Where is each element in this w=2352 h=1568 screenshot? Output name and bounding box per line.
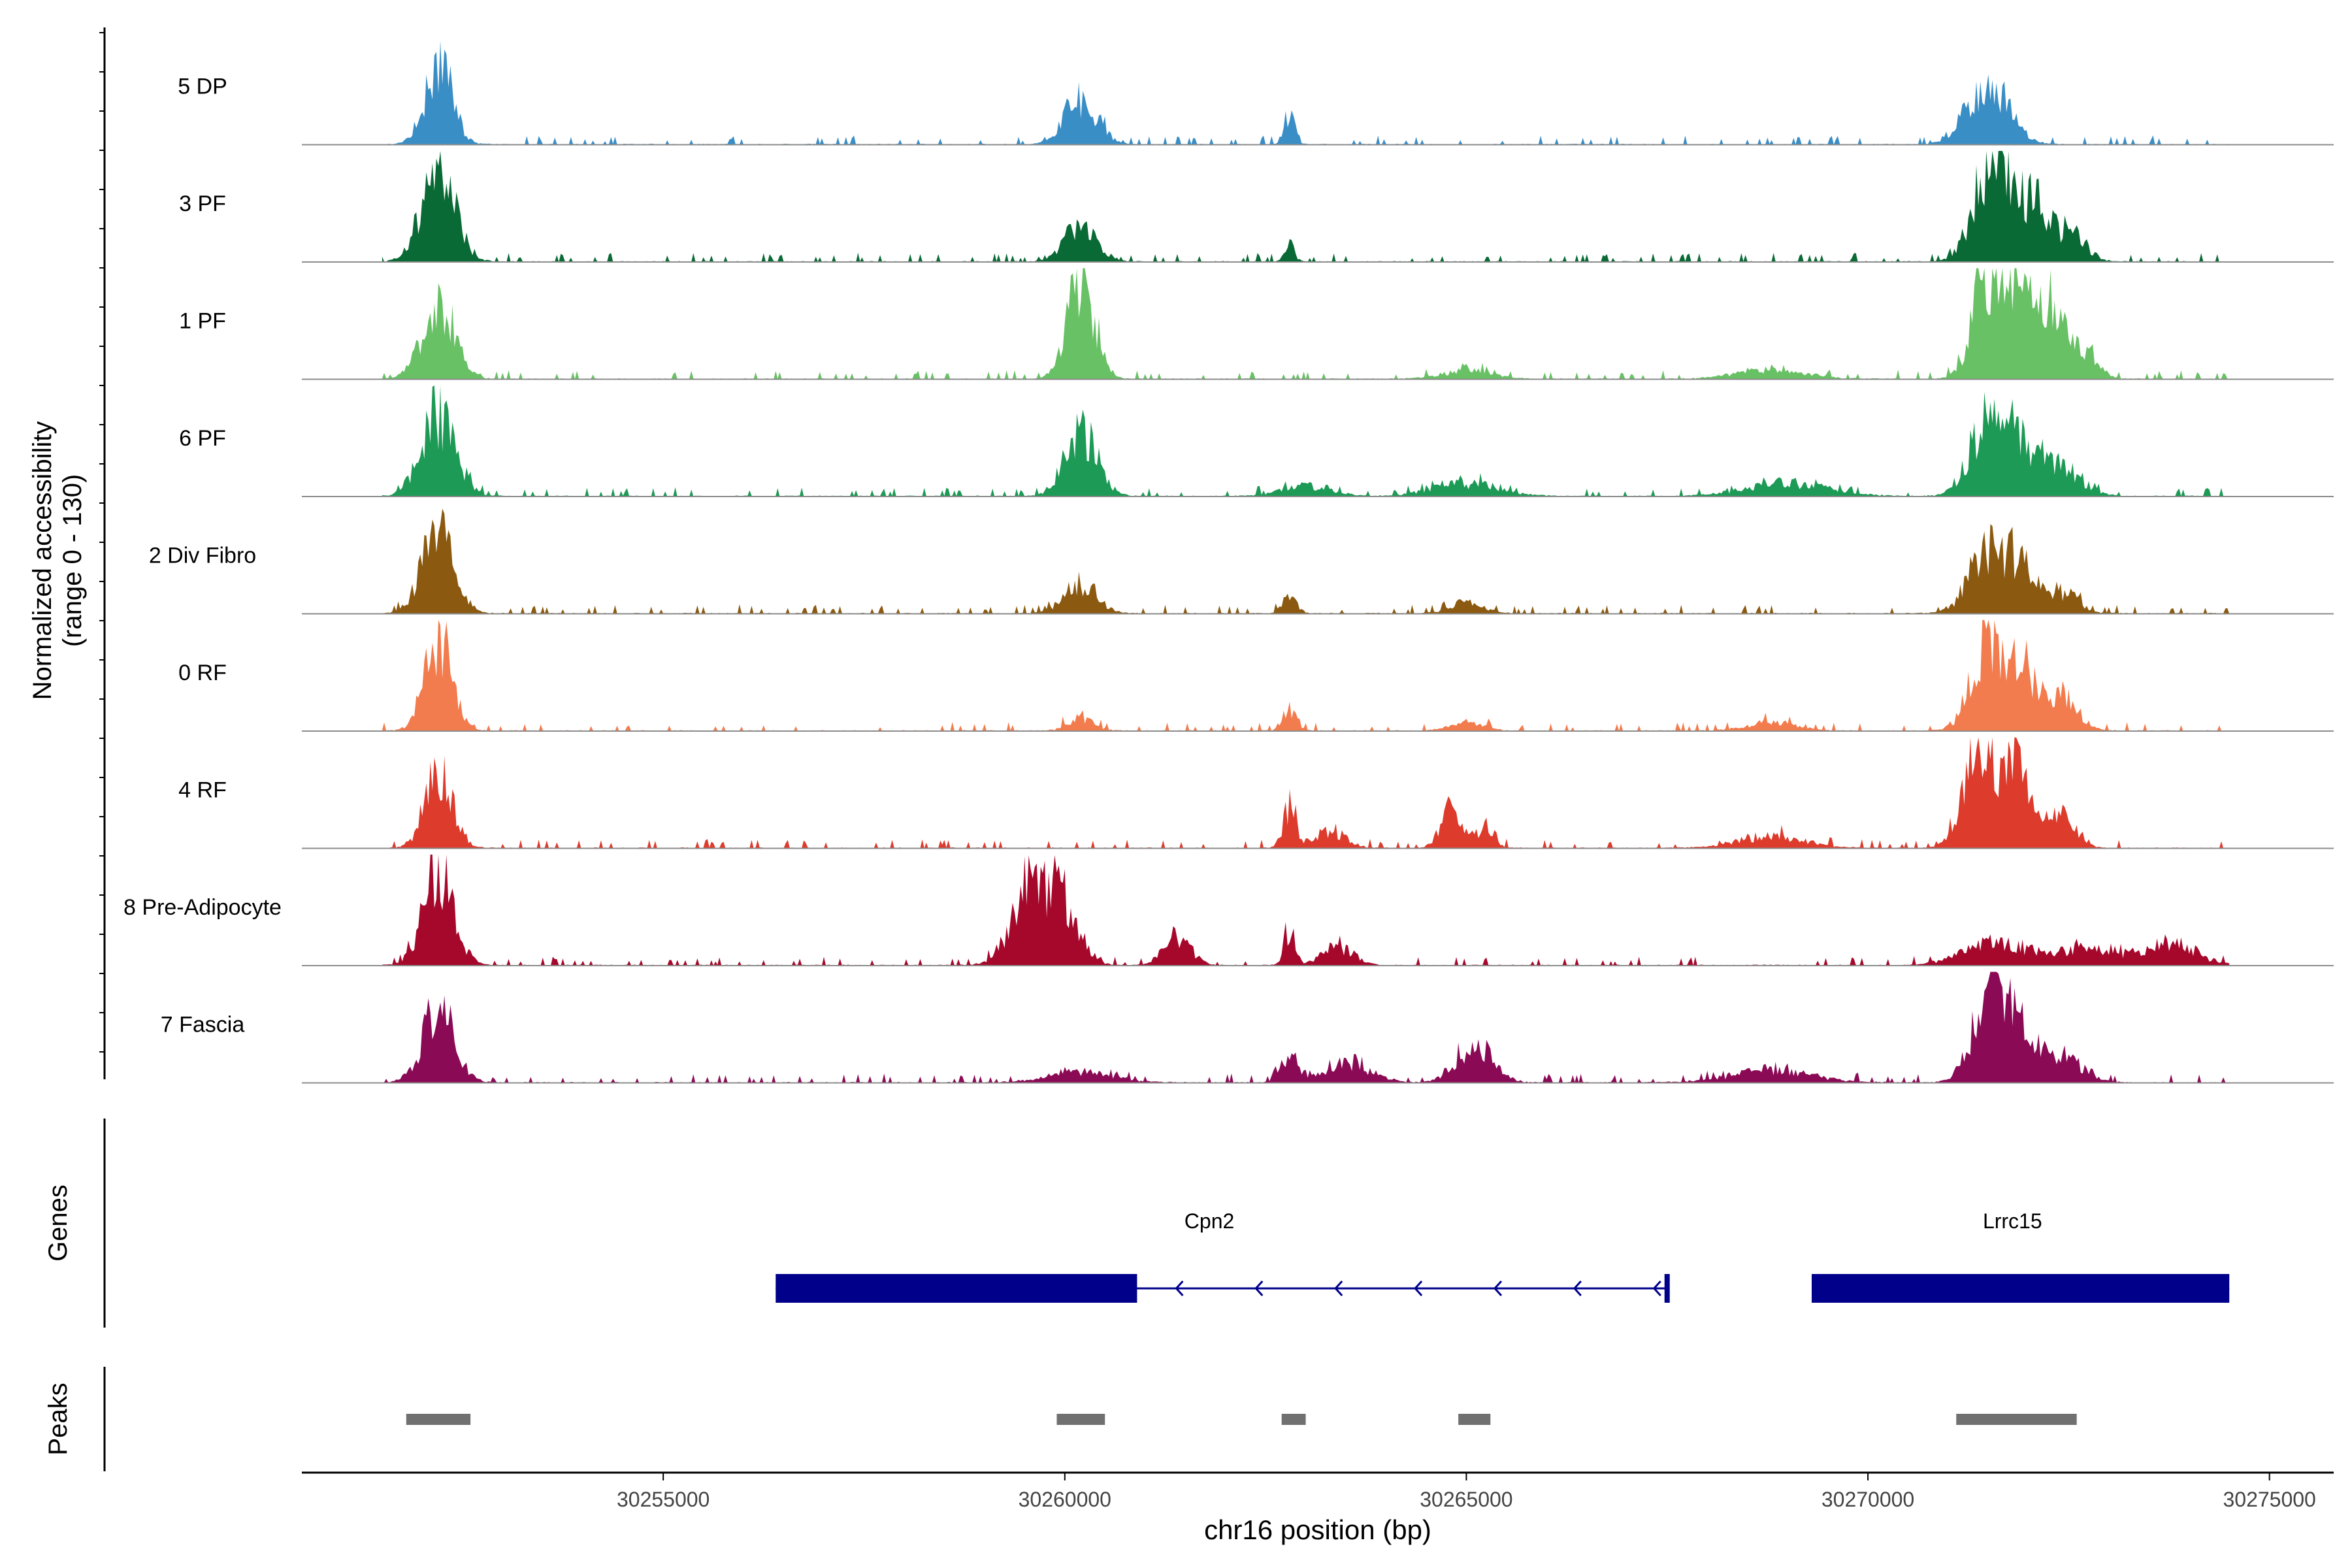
strand-arrow — [1334, 1280, 1343, 1297]
track-coverage — [382, 737, 2230, 849]
track-coverage — [382, 385, 2230, 497]
peaks-axis-title: Peaks — [44, 1382, 73, 1455]
peak-region — [1458, 1414, 1491, 1425]
gene-exon — [1664, 1274, 1670, 1303]
track: 7 Fascia — [161, 972, 2334, 1084]
x-tick-label: 30275000 — [2223, 1488, 2315, 1511]
x-tick-label: 30265000 — [1420, 1488, 1512, 1511]
strand-arrow — [1254, 1280, 1264, 1297]
y-ticks — [99, 32, 105, 1053]
track-label: 6 PF — [179, 426, 226, 451]
track-label: 8 Pre-Adipocyte — [123, 895, 282, 920]
x-ticks: 30255000 30260000 30265000 30270000 30275000 — [617, 1473, 2316, 1511]
track-label: 2 Div Fibro — [149, 544, 256, 568]
track: 2 Div Fibro — [149, 508, 2334, 615]
track-label: 4 RF — [178, 778, 227, 803]
track-label: 0 RF — [178, 661, 227, 685]
strand-arrow — [1573, 1280, 1582, 1297]
track-label: 7 Fascia — [161, 1013, 245, 1037]
strand-arrow — [1493, 1280, 1503, 1297]
strand-arrow — [1175, 1280, 1184, 1297]
peak-region — [406, 1414, 471, 1425]
track: 6 PF — [179, 385, 2334, 497]
peaks — [406, 1414, 2077, 1425]
track-label: 5 DP — [178, 74, 227, 99]
peak-region — [1056, 1414, 1105, 1425]
gene-label: Cpn2 — [1184, 1209, 1235, 1233]
x-tick-label: 30260000 — [1019, 1488, 1111, 1511]
track: 8 Pre-Adipocyte — [123, 855, 2334, 966]
tracks: 5 DP 3 PF 1 PF 6 PF 2 Div Fibro 0 RF 4 RF 8 Pre… — [123, 40, 2334, 1084]
x-axis: 30255000 30260000 30265000 30270000 30275000… — [302, 1471, 2334, 1545]
peak-region — [1956, 1414, 2077, 1425]
genes-axis-title: Genes — [44, 1184, 73, 1262]
track-coverage — [382, 972, 2230, 1083]
gene-label: Lrrc15 — [1983, 1209, 2042, 1233]
y-axis-title-line2: (range 0 - 130) — [58, 474, 87, 647]
genes: Cpn2 Lrrc15 — [776, 1209, 2230, 1303]
track: 5 DP — [178, 40, 2334, 146]
strand-arrow — [1652, 1280, 1661, 1297]
peak-region — [1281, 1414, 1306, 1425]
track-label: 1 PF — [179, 309, 226, 334]
y-axis: Normalized accessibility (range 0 - 130) — [28, 27, 106, 1079]
y-axis-title-line1: Normalized accessibility — [28, 421, 57, 700]
genes-panel: Genes Cpn2 Lrrc15 — [44, 1119, 2230, 1328]
x-axis-title: chr16 position (bp) — [1204, 1514, 1431, 1545]
track-coverage — [382, 855, 2230, 966]
track: 4 RF — [178, 737, 2334, 849]
track-coverage — [382, 508, 2230, 614]
track: 3 PF — [179, 151, 2334, 263]
x-tick-label: 30270000 — [1821, 1488, 1914, 1511]
strand-arrow — [1414, 1280, 1423, 1297]
track-coverage — [382, 268, 2230, 380]
gene: Cpn2 — [776, 1209, 1670, 1303]
track-coverage — [382, 40, 2230, 145]
gene: Lrrc15 — [1811, 1209, 2230, 1303]
track: 0 RF — [178, 620, 2334, 732]
gene-exon — [776, 1274, 1137, 1303]
track-label: 3 PF — [179, 191, 226, 216]
track: 1 PF — [179, 268, 2334, 380]
track-coverage — [382, 151, 2230, 262]
peaks-panel: Peaks — [44, 1367, 2077, 1471]
track-coverage — [382, 620, 2230, 731]
x-tick-label: 30255000 — [617, 1488, 710, 1511]
gene-exon — [1811, 1274, 2230, 1303]
